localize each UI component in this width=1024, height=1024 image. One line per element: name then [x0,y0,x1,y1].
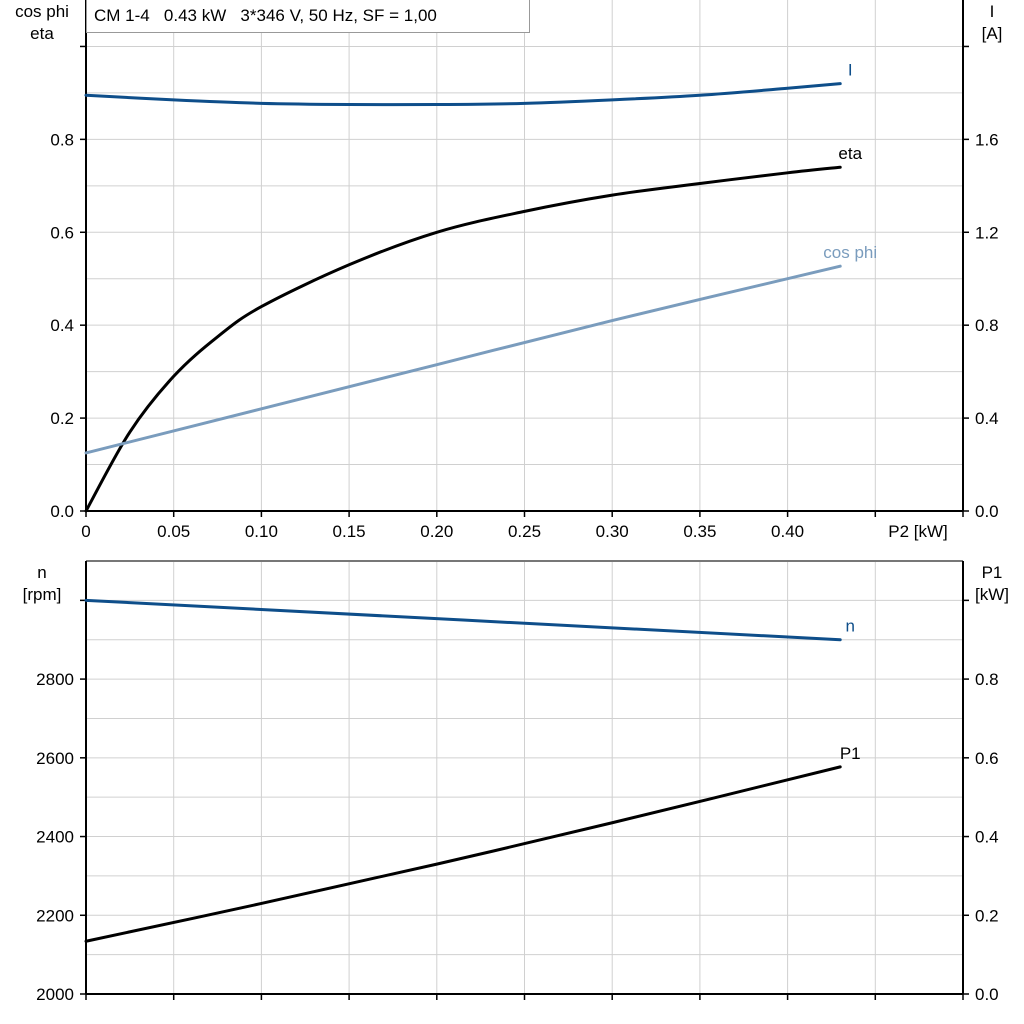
series-eta-label: eta [838,144,862,163]
chart-title: CM 1-4 0.43 kW 3*346 V, 50 Hz, SF = 1,00 [86,0,530,33]
y-left-tick-label: 0.2 [50,409,74,428]
x-tick-label: 0.05 [157,522,190,541]
y-right-axis-label: P1 [982,563,1003,582]
y-right-tick-label: 0.0 [975,502,999,521]
x-axis-label: P2 [kW] [888,522,948,541]
x-tick-label: 0 [81,522,90,541]
y-left-tick-label: 2800 [36,670,74,689]
y-right-axis-label: [kW] [975,585,1009,604]
y-right-tick-label: 0.4 [975,828,999,847]
y-right-tick-label: 0.8 [975,316,999,335]
x-tick-label: 0.20 [420,522,453,541]
x-tick-label: 0.35 [683,522,716,541]
y-left-tick-label: 2400 [36,828,74,847]
y-right-tick-label: 0.0 [975,985,999,1004]
y-left-tick-label: 0.6 [50,223,74,242]
y-right-axis-label: I [990,2,995,21]
series-cos-phi-line [84,264,842,455]
y-left-tick-label: 2600 [36,749,74,768]
y-right-tick-label: 0.8 [975,670,999,689]
y-right-tick-label: 1.6 [975,130,999,149]
y-right-tick-label: 1.2 [975,223,999,242]
y-left-axis-label: eta [30,24,54,43]
y-right-tick-label: 0.6 [975,749,999,768]
y-right-tick-label: 0.4 [975,409,999,428]
y-left-tick-label: 0.4 [50,316,74,335]
series-i-line [84,82,842,107]
series-p1-line [84,765,842,943]
y-right-axis-label: [A] [982,24,1003,43]
series-n-label: n [845,617,854,636]
x-tick-label: 0.25 [508,522,541,541]
y-right-tick-label: 0.2 [975,906,999,925]
series-p1-label: P1 [840,744,861,763]
y-left-axis-label: [rpm] [23,585,62,604]
y-left-tick-label: 0.8 [50,130,74,149]
x-tick-label: 0.40 [771,522,804,541]
y-left-axis-label: cos phi [15,2,69,21]
y-left-axis-label: n [37,563,46,582]
x-tick-label: 0.10 [245,522,278,541]
x-tick-label: 0.15 [333,522,366,541]
y-left-tick-label: 0.0 [50,502,74,521]
series-eta-line [84,165,842,513]
series-cos-phi-label: cos phi [823,243,877,262]
y-left-tick-label: 2200 [36,906,74,925]
series-i-label: I [848,61,853,80]
series-n-line [84,598,842,642]
y-left-tick-label: 2000 [36,985,74,1004]
x-tick-label: 0.30 [596,522,629,541]
